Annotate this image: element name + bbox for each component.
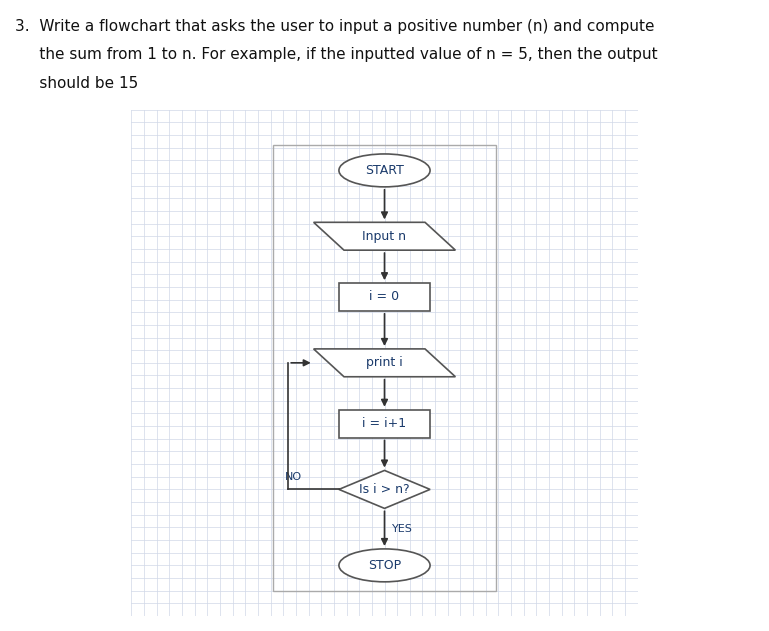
Ellipse shape [339, 154, 430, 187]
Text: NO: NO [285, 472, 302, 482]
Polygon shape [314, 222, 455, 250]
Polygon shape [339, 471, 430, 509]
Text: YES: YES [392, 524, 413, 534]
Text: i = 0: i = 0 [369, 290, 400, 304]
Text: START: START [365, 164, 404, 177]
Text: should be 15: should be 15 [15, 76, 138, 91]
Text: i = i+1: i = i+1 [362, 417, 407, 430]
FancyBboxPatch shape [339, 283, 430, 311]
Text: Is i > n?: Is i > n? [359, 483, 410, 496]
Text: print i: print i [366, 357, 403, 369]
Text: 3.  Write a flowchart that asks the user to input a positive number (n) and comp: 3. Write a flowchart that asks the user … [15, 19, 655, 34]
Ellipse shape [339, 549, 430, 582]
Polygon shape [314, 349, 455, 377]
Text: STOP: STOP [368, 559, 401, 572]
Text: the sum from 1 to n. For example, if the inputted value of n = 5, then the outpu: the sum from 1 to n. For example, if the… [15, 47, 658, 62]
Text: Input n: Input n [362, 230, 407, 243]
FancyBboxPatch shape [339, 410, 430, 437]
